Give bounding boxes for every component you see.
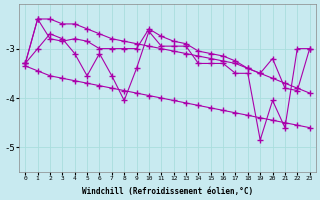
X-axis label: Windchill (Refroidissement éolien,°C): Windchill (Refroidissement éolien,°C) — [82, 187, 253, 196]
